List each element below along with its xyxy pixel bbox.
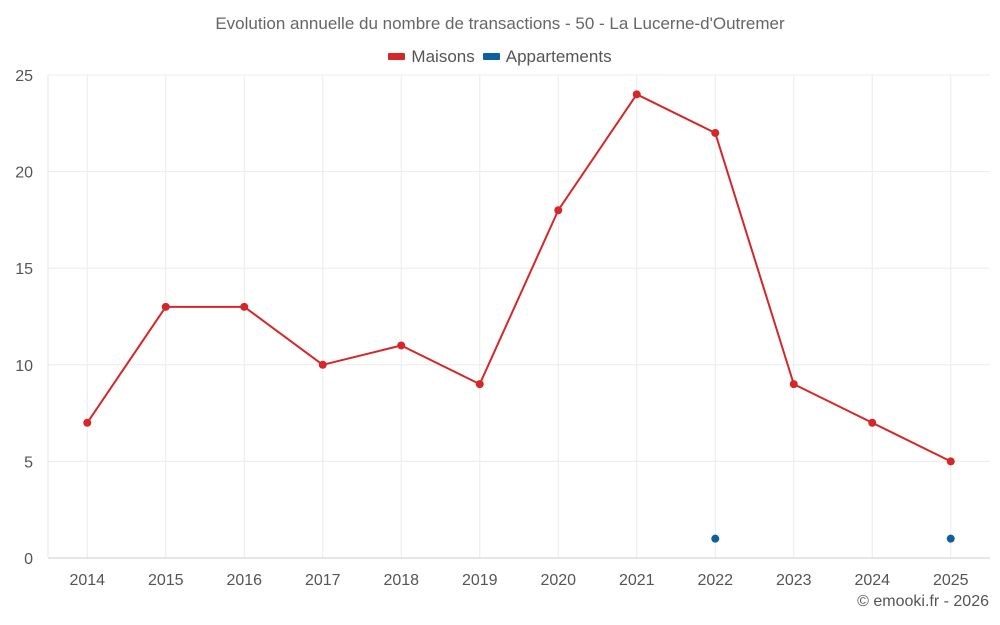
data-point-maisons	[554, 206, 563, 215]
x-tick-label: 2014	[69, 572, 105, 589]
y-tick-label: 5	[24, 454, 33, 471]
series-line-maisons	[86, 93, 952, 463]
legend: Maisons Appartements	[0, 45, 1000, 67]
x-tick-label: 2022	[697, 572, 733, 589]
legend-label: Appartements	[505, 46, 612, 66]
data-point-maisons	[946, 457, 955, 466]
y-tick-label: 25	[15, 68, 33, 85]
x-tick-label: 2023	[776, 572, 812, 589]
data-point-maisons	[475, 380, 484, 389]
x-tick-label: 2019	[462, 572, 498, 589]
data-point-maisons	[318, 360, 327, 369]
x-tick-label: 2015	[148, 572, 184, 589]
legend-swatch	[388, 53, 406, 60]
data-point-appartements	[711, 534, 720, 543]
y-tick-label: 20	[15, 165, 33, 182]
x-tick-label: 2017	[305, 572, 341, 589]
data-point-appartements	[946, 534, 955, 543]
x-tick-label: 2016	[226, 572, 262, 589]
y-tick-label: 15	[15, 261, 33, 278]
legend-label: Maisons	[411, 46, 475, 66]
data-point-maisons	[397, 341, 406, 350]
data-point-maisons	[240, 302, 249, 311]
x-tick-label: 2024	[854, 572, 890, 589]
data-point-maisons	[83, 418, 92, 427]
legend-swatch	[482, 53, 500, 60]
data-point-maisons	[789, 380, 798, 389]
x-tick-label: 2021	[619, 572, 655, 589]
grid	[47, 74, 990, 559]
y-tick-label: 10	[15, 358, 33, 375]
chart-title: Evolution annuelle du nombre de transact…	[215, 14, 785, 33]
data-point-maisons	[868, 418, 877, 427]
legend-item-appartements[interactable]: Appartements	[482, 46, 612, 67]
data-point-maisons	[711, 128, 720, 137]
legend-item-maisons[interactable]: Maisons	[388, 46, 475, 67]
x-tick-label: 2025	[933, 572, 969, 589]
data-point-maisons	[632, 90, 641, 99]
data-point-maisons	[161, 302, 170, 311]
credits: © emooki.fr - 2026	[857, 593, 989, 610]
x-tick-label: 2018	[383, 572, 419, 589]
y-tick-label: 0	[24, 551, 33, 568]
x-tick-label: 2020	[540, 572, 576, 589]
series	[83, 90, 955, 543]
